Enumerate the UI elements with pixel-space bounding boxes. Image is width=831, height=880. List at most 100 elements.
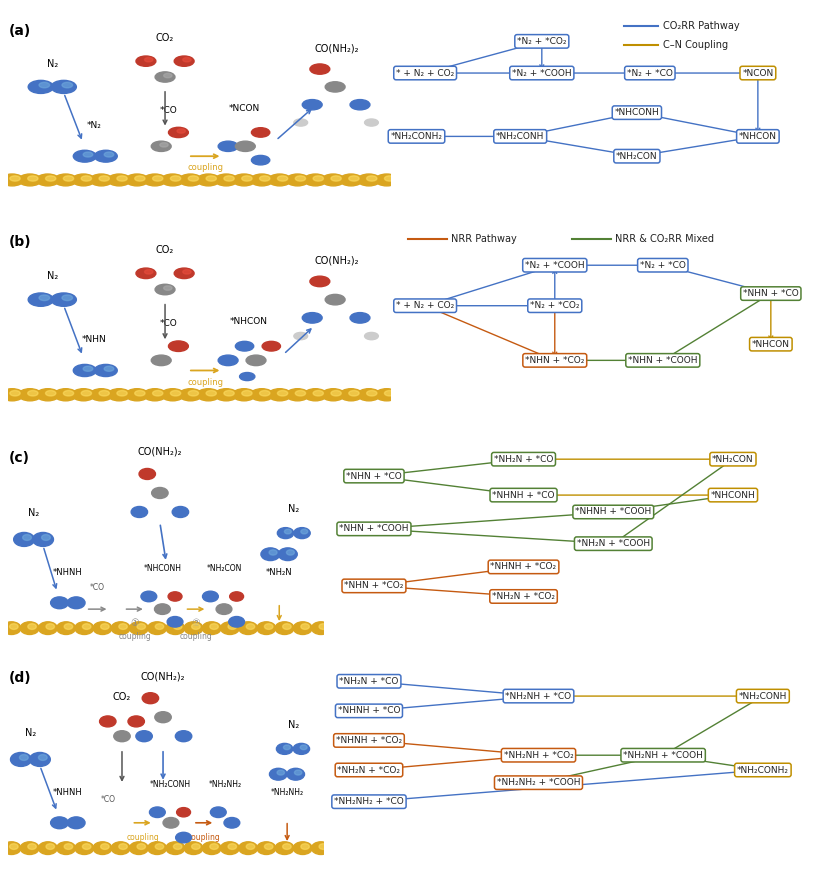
- Circle shape: [1, 389, 23, 400]
- Circle shape: [10, 624, 18, 629]
- Text: *NH₂N + *COOH: *NH₂N + *COOH: [577, 539, 650, 548]
- Text: *NH₂N + *CO: *NH₂N + *CO: [339, 677, 399, 686]
- Circle shape: [224, 818, 240, 828]
- Circle shape: [11, 752, 32, 766]
- Circle shape: [189, 391, 199, 396]
- Circle shape: [170, 176, 180, 181]
- Text: *NHNH: *NHNH: [53, 568, 82, 577]
- Circle shape: [93, 622, 112, 634]
- Circle shape: [152, 488, 168, 498]
- Circle shape: [275, 622, 294, 634]
- Circle shape: [350, 312, 370, 323]
- Circle shape: [246, 844, 255, 849]
- Circle shape: [90, 389, 113, 400]
- Text: NRR Pathway: NRR Pathway: [451, 234, 517, 244]
- Circle shape: [322, 174, 345, 186]
- Circle shape: [169, 341, 189, 351]
- Circle shape: [269, 550, 277, 555]
- Circle shape: [192, 844, 200, 849]
- Circle shape: [295, 391, 306, 396]
- Circle shape: [179, 174, 202, 186]
- Text: (b): (b): [8, 235, 31, 249]
- Circle shape: [19, 754, 28, 760]
- Circle shape: [64, 844, 72, 849]
- Circle shape: [128, 716, 145, 727]
- Circle shape: [10, 844, 18, 849]
- Circle shape: [228, 844, 237, 849]
- Text: *NHCON: *NHCON: [739, 132, 777, 141]
- Circle shape: [262, 341, 281, 351]
- Circle shape: [38, 754, 47, 760]
- Circle shape: [184, 842, 203, 854]
- Circle shape: [286, 174, 309, 186]
- Circle shape: [10, 176, 20, 181]
- Circle shape: [301, 844, 309, 849]
- Circle shape: [150, 807, 165, 818]
- Text: *NHN + *CO: *NHN + *CO: [346, 472, 402, 480]
- Circle shape: [108, 174, 130, 186]
- Text: *NH₂NH₂: *NH₂NH₂: [209, 780, 242, 788]
- Circle shape: [32, 532, 53, 546]
- Circle shape: [57, 842, 76, 854]
- Circle shape: [238, 622, 258, 634]
- Text: *NH₂NH₂ + *CO: *NH₂NH₂ + *CO: [334, 797, 404, 806]
- Circle shape: [1, 174, 23, 186]
- Circle shape: [277, 744, 293, 754]
- Circle shape: [119, 844, 127, 849]
- Circle shape: [148, 842, 166, 854]
- Text: *NHCONH: *NHCONH: [144, 564, 181, 573]
- Circle shape: [322, 389, 345, 400]
- Circle shape: [283, 844, 291, 849]
- Text: CO(NH₂)₂: CO(NH₂)₂: [314, 43, 358, 54]
- Text: *NHNH + *CO: *NHNH + *CO: [337, 707, 401, 715]
- Circle shape: [259, 176, 270, 181]
- Circle shape: [183, 269, 191, 274]
- Circle shape: [62, 83, 72, 88]
- Circle shape: [319, 624, 327, 629]
- Circle shape: [183, 57, 191, 62]
- Circle shape: [37, 174, 59, 186]
- Circle shape: [301, 624, 309, 629]
- Text: *NH₂CONH₂: *NH₂CONH₂: [737, 766, 789, 774]
- Circle shape: [278, 548, 297, 561]
- Circle shape: [153, 391, 163, 396]
- Circle shape: [210, 807, 226, 818]
- Circle shape: [302, 312, 322, 323]
- Circle shape: [175, 832, 191, 843]
- Text: *NH₂N + *CO₂: *NH₂N + *CO₂: [492, 592, 555, 601]
- Text: *NCON: *NCON: [742, 69, 774, 77]
- Circle shape: [104, 366, 114, 371]
- Text: *NH₂NH + *COOH: *NH₂NH + *COOH: [623, 751, 703, 759]
- Circle shape: [206, 176, 216, 181]
- Circle shape: [39, 295, 50, 301]
- Text: N₂: N₂: [47, 271, 58, 282]
- Circle shape: [252, 128, 270, 137]
- Text: * + N₂ + CO₂: * + N₂ + CO₂: [396, 69, 455, 77]
- Circle shape: [27, 844, 37, 849]
- Circle shape: [135, 176, 145, 181]
- Text: coupling: coupling: [179, 632, 212, 641]
- Text: *NHN + *CO₂: *NHN + *CO₂: [525, 356, 584, 365]
- Text: N₂: N₂: [25, 729, 36, 738]
- Circle shape: [166, 842, 184, 854]
- Text: *NHN + *COOH: *NHN + *COOH: [628, 356, 697, 365]
- Circle shape: [117, 391, 127, 396]
- Circle shape: [295, 176, 306, 181]
- Circle shape: [136, 730, 152, 742]
- Circle shape: [319, 844, 327, 849]
- Circle shape: [197, 389, 220, 400]
- Circle shape: [304, 389, 327, 400]
- Text: CO(NH₂)₂: CO(NH₂)₂: [314, 255, 358, 265]
- Circle shape: [18, 389, 42, 400]
- Circle shape: [357, 174, 381, 186]
- Circle shape: [261, 548, 280, 561]
- Circle shape: [164, 286, 172, 290]
- Text: coupling: coupling: [126, 832, 159, 841]
- Circle shape: [13, 532, 35, 546]
- Circle shape: [81, 176, 91, 181]
- Circle shape: [95, 150, 117, 162]
- Circle shape: [141, 591, 157, 602]
- Circle shape: [278, 176, 288, 181]
- Circle shape: [170, 391, 180, 396]
- Text: *NHN + *CO₂: *NHN + *CO₂: [344, 582, 404, 590]
